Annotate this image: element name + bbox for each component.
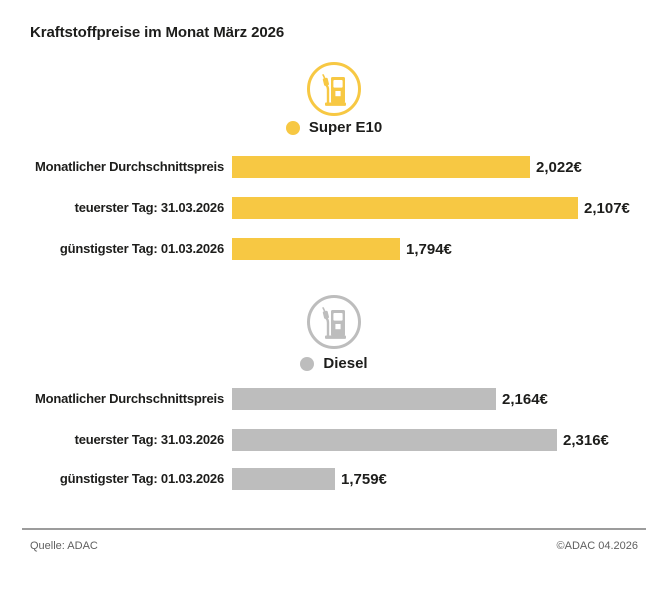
- fuel-pump-icon: [318, 304, 350, 340]
- fuel-pump-circle: [307, 295, 361, 349]
- bar-row-most-expensive: teuerster Tag: 31.03.2026 2,316€: [0, 429, 668, 451]
- row-label: teuerster Tag: 31.03.2026: [74, 200, 225, 215]
- fuel-pump-icon: [318, 71, 350, 107]
- legend-dot: [300, 357, 315, 371]
- bar-row-cheapest: günstigster Tag: 01.03.2026 1,794€: [0, 238, 668, 260]
- price-value: 2,107€: [584, 199, 630, 217]
- bar-row-average: Monatlicher Durchschnittspreis 2,164€: [0, 388, 668, 410]
- legend-label: Diesel: [323, 355, 368, 372]
- price-bar: [232, 238, 400, 260]
- legend-dot: [285, 121, 300, 135]
- price-bar: [232, 156, 530, 178]
- row-label: Monatlicher Durchschnittspreis: [34, 159, 224, 174]
- footer-divider: [22, 528, 646, 530]
- legend-super-e10: Super E10: [0, 120, 668, 136]
- bar-row-average: Monatlicher Durchschnittspreis 2,022€: [0, 156, 668, 178]
- price-bar: [232, 429, 557, 451]
- price-value: 1,759€: [341, 470, 387, 488]
- bar-row-most-expensive: teuerster Tag: 31.03.2026 2,107€: [0, 197, 668, 219]
- price-bar: [232, 468, 335, 490]
- page-title: Kraftstoffpreise im Monat März 2026: [30, 24, 285, 41]
- footer-copyright: ©ADAC 04.2026: [556, 540, 639, 552]
- row-label: Monatlicher Durchschnittspreis: [34, 391, 224, 406]
- price-bar: [232, 388, 496, 410]
- price-value: 2,022€: [536, 158, 582, 176]
- row-label: günstigster Tag: 01.03.2026: [59, 471, 224, 486]
- fuel-pump-circle: [307, 62, 361, 116]
- bar-row-cheapest: günstigster Tag: 01.03.2026 1,759€: [0, 468, 668, 490]
- row-label: günstigster Tag: 01.03.2026: [59, 241, 224, 256]
- price-bar: [232, 197, 578, 219]
- row-label: teuerster Tag: 31.03.2026: [74, 432, 225, 447]
- legend-diesel: Diesel: [0, 356, 668, 372]
- price-value: 2,164€: [502, 390, 548, 408]
- footer-source: Quelle: ADAC: [30, 540, 98, 552]
- legend-label: Super E10: [308, 119, 383, 136]
- price-value: 2,316€: [563, 431, 609, 449]
- price-value: 1,794€: [406, 240, 452, 258]
